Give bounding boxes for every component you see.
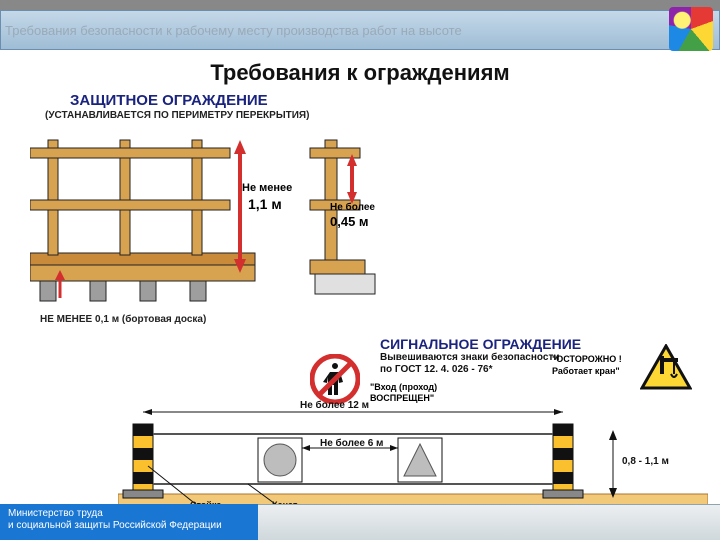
hazard-post-right xyxy=(543,424,583,498)
no-entry-sign-icon xyxy=(310,354,360,404)
crane-warning-sign-icon xyxy=(640,344,692,390)
header-ghost-text: Требования безопасности к рабочему месту… xyxy=(5,23,462,38)
min-height-value: 1,1 м xyxy=(248,196,282,212)
prohibit-label2: ВОСПРЕЩЕН" xyxy=(370,393,434,403)
footer-line2: и социальной защиты Российской Федерации xyxy=(8,520,250,532)
protective-subtitle: (УСТАНАВЛИВАЕТСЯ ПО ПЕРИМЕТРУ ПЕРЕКРЫТИЯ… xyxy=(45,110,309,121)
warn-label1: "ОСТОРОЖНО ! xyxy=(552,354,622,364)
top-strip xyxy=(0,0,720,10)
footer: Министерство труда и социальной защиты Р… xyxy=(0,504,720,540)
min-height-label: Не менее xyxy=(242,182,292,194)
header-band: Требования безопасности к рабочему месту… xyxy=(0,10,720,50)
footer-gray xyxy=(258,504,720,540)
signal-sub2: по ГОСТ 12. 4. 026 - 76* xyxy=(380,364,493,375)
protective-title: ЗАЩИТНОЕ ОГРАЖДЕНИЕ xyxy=(70,92,268,109)
height-range: 0,8 - 1,1 м xyxy=(622,456,669,467)
span-12m-label: Не более 12 м xyxy=(300,400,369,411)
footer-line1: Министерство труда xyxy=(8,508,250,520)
signal-title: СИГНАЛЬНОЕ ОГРАЖДЕНИЕ xyxy=(380,336,581,352)
ministry-logo-icon xyxy=(669,7,713,51)
toe-board-label: НЕ МЕНЕЕ 0,1 м (бортовая доска) xyxy=(40,314,206,325)
content-area: ЗАЩИТНОЕ ОГРАЖДЕНИЕ (УСТАНАВЛИВАЕТСЯ ПО … xyxy=(0,86,720,516)
warn-label2: Работает кран" xyxy=(552,366,620,376)
gap-6m-label: Не более 6 м xyxy=(320,438,383,449)
page-title: Требования к ограждениям xyxy=(0,60,720,86)
footer-ministry: Министерство труда и социальной защиты Р… xyxy=(0,504,258,540)
max-gap-value: 0,45 м xyxy=(330,214,369,229)
max-gap-label: Не более xyxy=(330,202,375,213)
signal-sub1: Вывешиваются знаки безопасности xyxy=(380,352,560,363)
hazard-post-left xyxy=(123,424,163,498)
prohibit-label1: "Вход (проход) xyxy=(370,382,437,392)
